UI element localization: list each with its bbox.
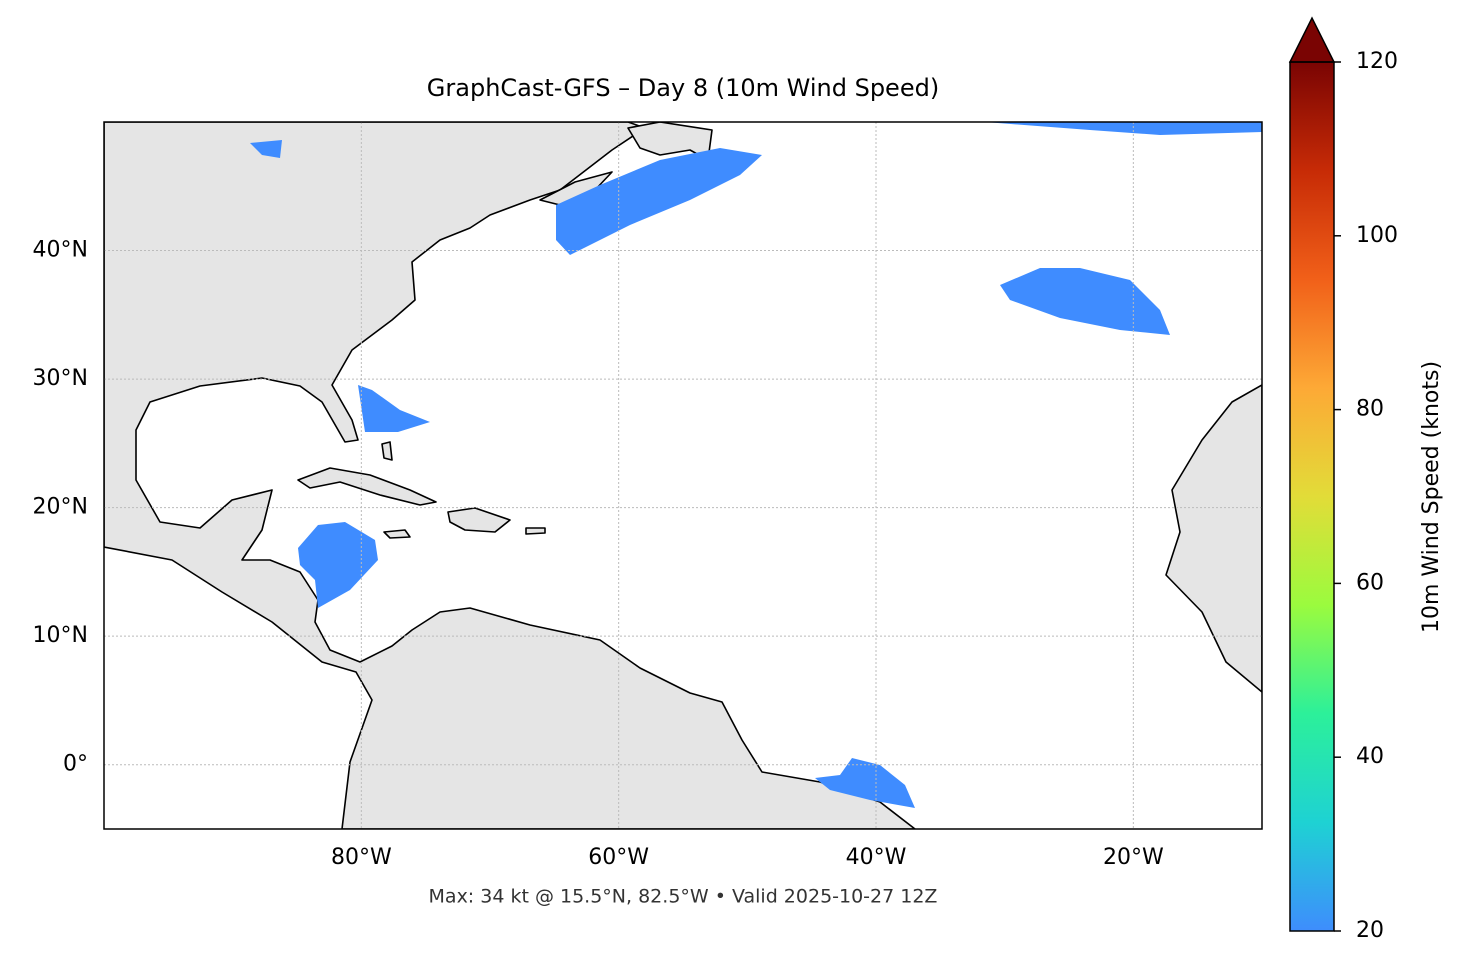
- nova-scotia: [539, 171, 613, 206]
- colorbar-extend: [1288, 16, 1336, 63]
- colorbar-tick-label: 80: [1356, 397, 1384, 422]
- cuba: [297, 467, 437, 506]
- colorbar-tick-label: 20: [1356, 918, 1384, 943]
- americas: [104, 122, 916, 829]
- wind-area: [985, 122, 1262, 135]
- x-tick-label: 40°W: [846, 845, 907, 870]
- y-tick-label: 10°N: [33, 623, 88, 648]
- wind-area: [250, 140, 282, 158]
- colorbar-tick-label: 120: [1356, 49, 1398, 74]
- jamaica: [383, 529, 411, 539]
- colorbar-tick-label: 100: [1356, 223, 1398, 248]
- africa: [1165, 384, 1262, 693]
- footer-note: Max: 34 kt @ 15.5°N, 82.5°W • Valid 2025…: [429, 886, 938, 908]
- wind-area: [815, 758, 915, 808]
- map-area: [104, 122, 1262, 829]
- x-tick-label: 60°W: [588, 845, 649, 870]
- colorbar-frame: [1289, 61, 1335, 932]
- x-tick-label: 80°W: [331, 845, 392, 870]
- colorbar-label: 10m Wind Speed (knots): [1419, 361, 1444, 633]
- map-frame: [103, 121, 1263, 830]
- chart-title: GraphCast-GFS – Day 8 (10m Wind Speed): [427, 74, 939, 102]
- wind-area: [1000, 268, 1170, 335]
- wind-area: [556, 148, 762, 255]
- colorbar-tick-label: 40: [1356, 744, 1384, 769]
- wind-area: [298, 522, 378, 608]
- hispaniola: [447, 507, 511, 533]
- y-tick-label: 40°N: [33, 238, 88, 263]
- y-tick-label: 20°N: [33, 495, 88, 520]
- puerto-rico: [525, 527, 546, 535]
- x-tick-label: 20°W: [1103, 845, 1164, 870]
- y-tick-label: 30°N: [33, 366, 88, 391]
- grid: [104, 122, 1262, 829]
- colorbar-scale: [1290, 62, 1334, 931]
- colorbar: 10m Wind Speed (knots) 20 40 60 80 100 120: [1288, 16, 1444, 943]
- y-tick-label: 0°: [63, 752, 88, 777]
- wind-area: [358, 385, 430, 432]
- colorbar-tick-label: 60: [1356, 570, 1384, 595]
